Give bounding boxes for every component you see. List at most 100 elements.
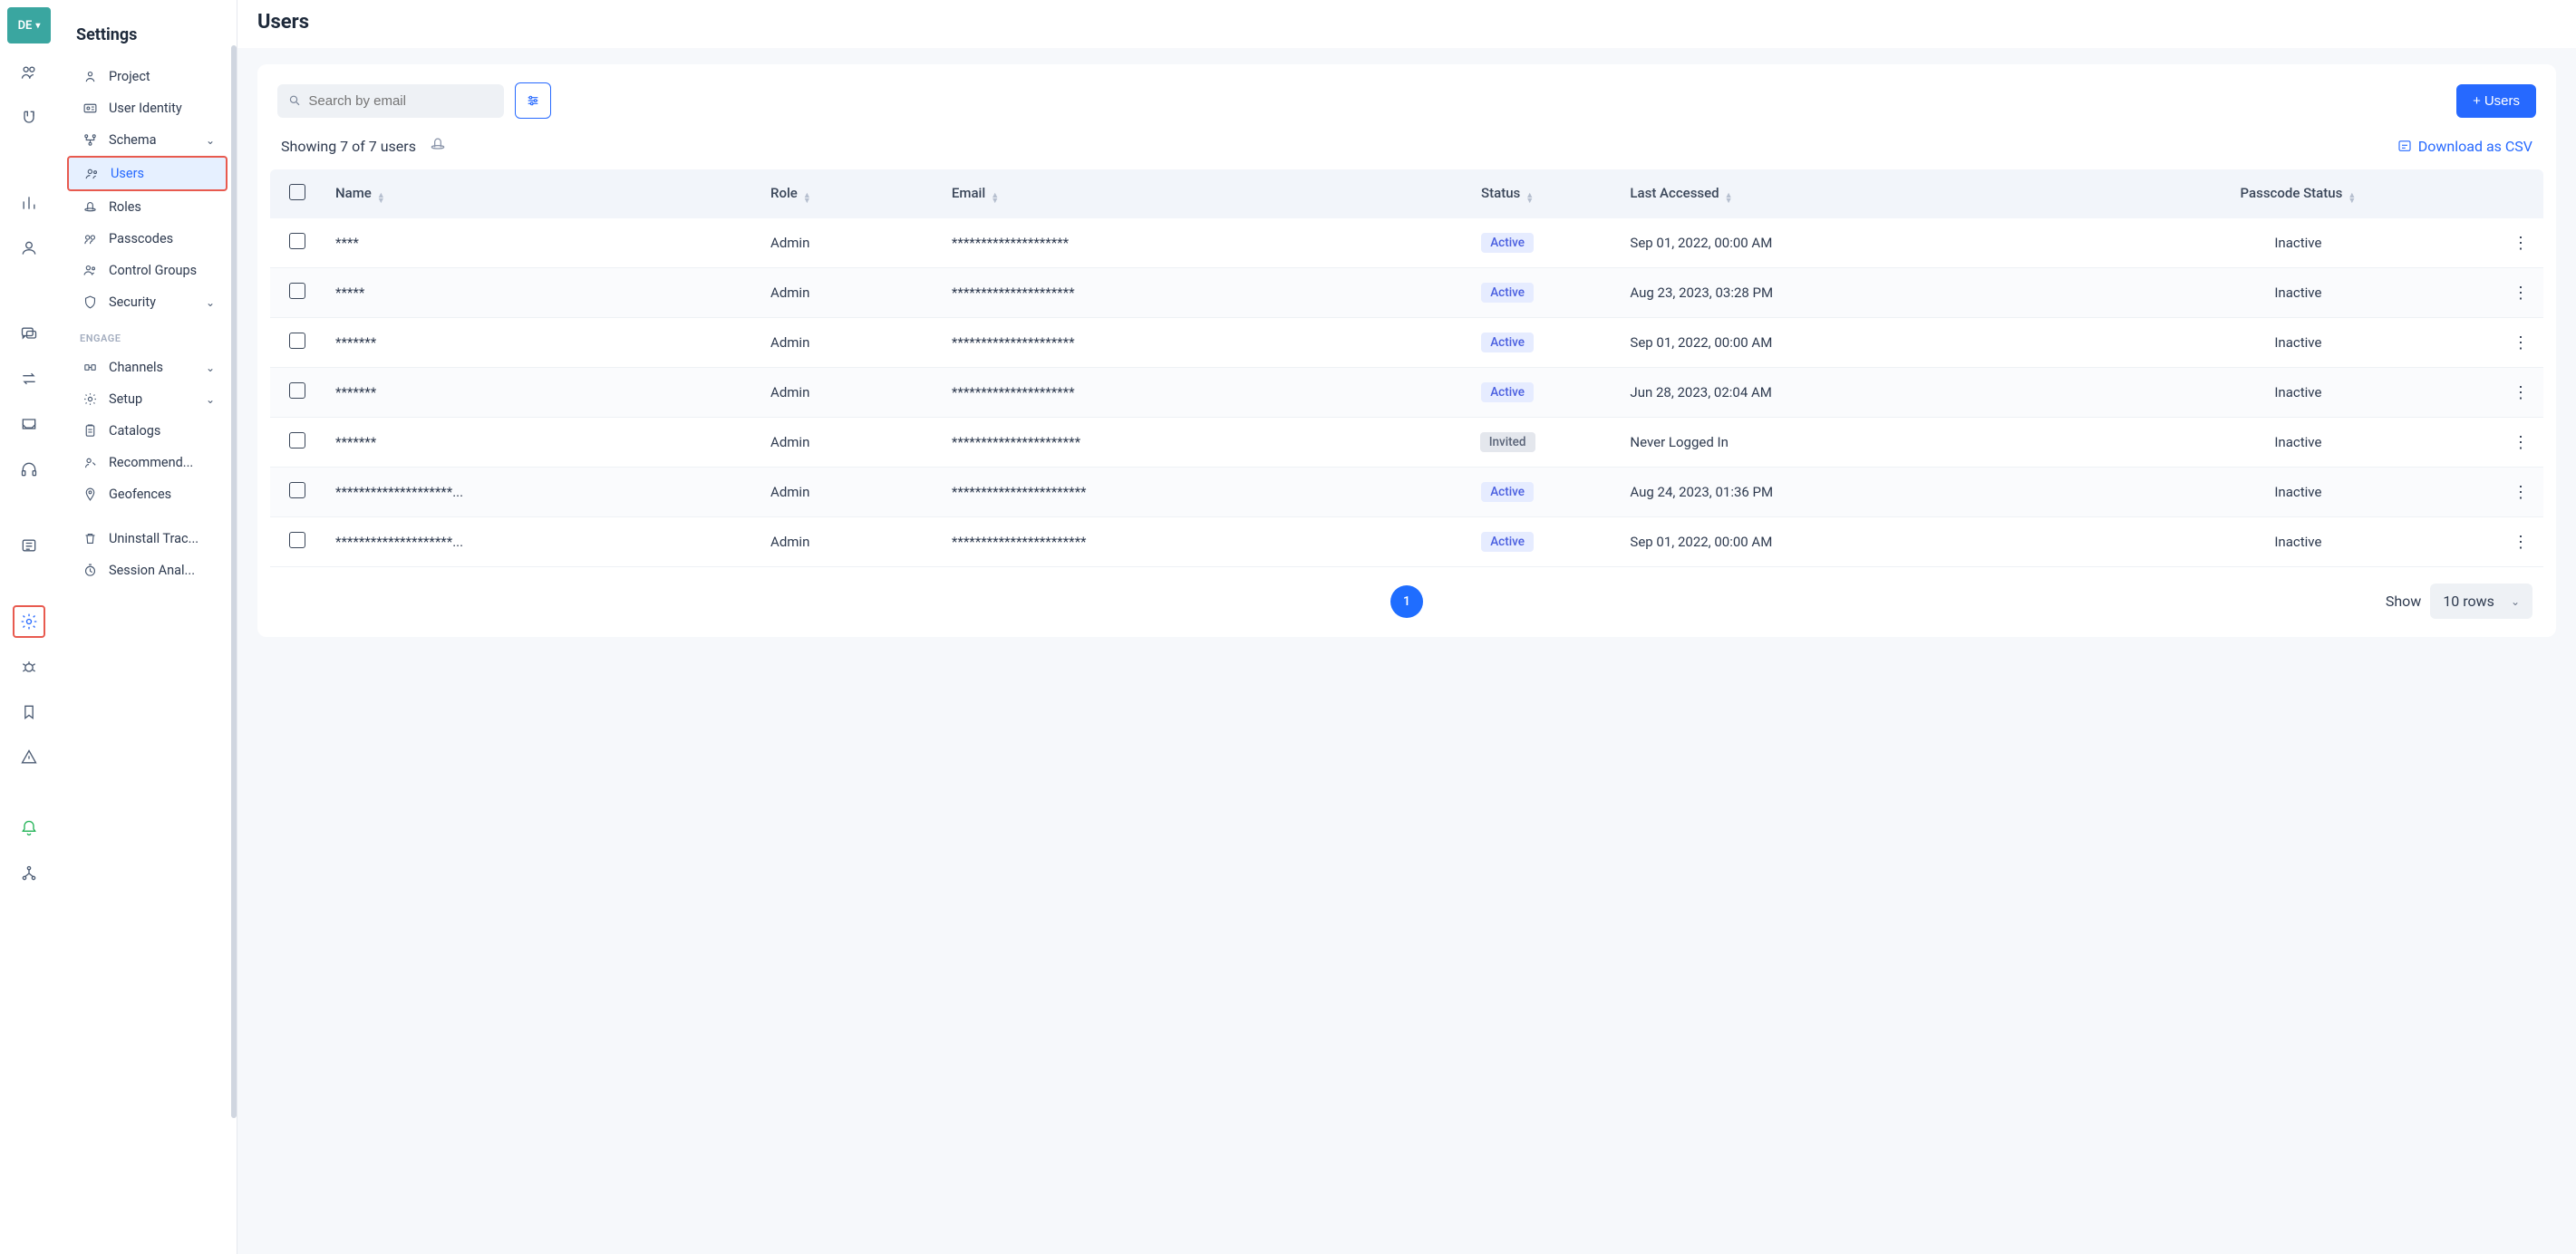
cell-last: Sep 01, 2022, 00:00 AM (1619, 517, 2097, 567)
sidebar-item-session[interactable]: Session Anal... (67, 555, 228, 586)
row-actions-button[interactable]: ⋮ (2498, 268, 2543, 318)
rail-tree-icon[interactable] (13, 857, 45, 890)
row-checkbox[interactable] (289, 532, 305, 548)
cell-passcode: Inactive (2098, 268, 2498, 318)
cell-role: Admin (760, 318, 941, 368)
rail-magnet-icon[interactable] (13, 101, 45, 134)
row-checkbox[interactable] (289, 283, 305, 299)
row-actions-button[interactable]: ⋮ (2498, 318, 2543, 368)
row-actions-button[interactable]: ⋮ (2498, 218, 2543, 268)
sidebar-item-security[interactable]: Security ⌄ (67, 286, 228, 318)
chevron-down-icon: ▾ (35, 21, 40, 31)
sidebar-item-label: Security (109, 294, 156, 310)
col-role[interactable]: Role (770, 185, 798, 201)
workspace-badge[interactable]: DE ▾ (7, 7, 51, 43)
cell-role: Admin (760, 218, 941, 268)
table-row: *****Admin*********************ActiveAug… (270, 268, 2543, 318)
sidebar-item-roles[interactable]: Roles (67, 191, 228, 223)
download-label: Download as CSV (2418, 138, 2532, 155)
select-all-checkbox[interactable] (289, 184, 305, 200)
filter-button[interactable] (515, 82, 551, 119)
passcode-icon (80, 231, 100, 246)
row-actions-button[interactable]: ⋮ (2498, 517, 2543, 567)
add-users-button[interactable]: + Users (2456, 84, 2536, 118)
shield-icon (80, 294, 100, 310)
col-status[interactable]: Status (1481, 185, 1520, 201)
table-row: *******Admin*********************ActiveS… (270, 318, 2543, 368)
sidebar-item-setup[interactable]: Setup ⌄ (67, 383, 228, 415)
col-passcode[interactable]: Passcode Status (2241, 185, 2343, 201)
sidebar-item-label: Geofences (109, 487, 171, 502)
sidebar-item-label: Schema (109, 132, 156, 148)
id-card-icon (80, 101, 100, 116)
sidebar-item-control-groups[interactable]: Control Groups (67, 255, 228, 286)
sidebar-item-label: Users (111, 166, 144, 181)
cell-name: ********************... (324, 517, 760, 567)
group-icon (80, 263, 100, 278)
status-badge: Active (1481, 532, 1534, 552)
cell-passcode: Inactive (2098, 468, 2498, 517)
show-label: Show (2386, 593, 2421, 610)
col-last[interactable]: Last Accessed (1630, 185, 1719, 201)
rows-per-page-select[interactable]: 10 rows ⌄ (2430, 584, 2532, 619)
row-checkbox[interactable] (289, 333, 305, 349)
rail-alert-icon[interactable] (13, 741, 45, 774)
sidebar-item-users[interactable]: Users (67, 156, 228, 191)
row-checkbox[interactable] (289, 482, 305, 498)
schema-icon (80, 132, 100, 148)
cell-email: *********************** (941, 468, 1396, 517)
sidebar-scrollbar[interactable] (231, 45, 237, 1118)
sidebar-item-catalogs[interactable]: Catalogs (67, 415, 228, 447)
row-actions-button[interactable]: ⋮ (2498, 468, 2543, 517)
sidebar-item-schema[interactable]: Schema ⌄ (67, 124, 228, 156)
rail-user-icon[interactable] (13, 232, 45, 265)
rail-inbox-icon[interactable] (13, 408, 45, 440)
sidebar-item-user-identity[interactable]: User Identity (67, 92, 228, 124)
table-row: ****Admin********************ActiveSep 0… (270, 218, 2543, 268)
sidebar-item-uninstall[interactable]: Uninstall Trac... (67, 523, 228, 555)
row-checkbox[interactable] (289, 432, 305, 449)
search-icon (288, 93, 301, 108)
rail-headset-icon[interactable] (13, 453, 45, 486)
rail-people-icon[interactable] (13, 56, 45, 89)
cell-name: ***** (324, 268, 760, 318)
sort-icon: ▲▼ (991, 193, 999, 204)
page-number[interactable]: 1 (1390, 585, 1423, 618)
sidebar-item-label: Passcodes (109, 231, 173, 246)
sidebar-item-geofences[interactable]: Geofences (67, 478, 228, 510)
sort-icon: ▲▼ (2348, 193, 2356, 204)
status-badge: Active (1481, 382, 1534, 402)
rail-bookmark-icon[interactable] (13, 696, 45, 728)
search-input[interactable] (308, 93, 493, 109)
table-row: *******Admin*********************ActiveJ… (270, 368, 2543, 418)
col-name[interactable]: Name (335, 185, 372, 201)
download-csv-link[interactable]: Download as CSV (2397, 138, 2532, 155)
rail-news-icon[interactable] (13, 529, 45, 562)
search-input-wrap[interactable] (277, 84, 504, 118)
cell-name: ******* (324, 368, 760, 418)
row-checkbox[interactable] (289, 382, 305, 399)
sidebar-heading-engage: ENGAGE (58, 318, 237, 352)
row-actions-button[interactable]: ⋮ (2498, 368, 2543, 418)
rail-bell-icon[interactable] (13, 812, 45, 844)
status-badge: Active (1481, 482, 1534, 502)
rail-chat-icon[interactable] (13, 317, 45, 350)
person-icon (80, 69, 100, 84)
status-badge: Active (1481, 283, 1534, 303)
sidebar-item-project[interactable]: Project (67, 61, 228, 92)
channels-icon (80, 360, 100, 375)
rail-settings-icon[interactable] (13, 605, 45, 638)
rail-swap-icon[interactable] (13, 362, 45, 395)
icon-rail: DE ▾ (0, 0, 58, 1254)
sidebar-item-recommend[interactable]: Recommend... (67, 447, 228, 478)
sidebar-item-channels[interactable]: Channels ⌄ (67, 352, 228, 383)
table-row: ********************...Admin************… (270, 517, 2543, 567)
cell-last: Aug 23, 2023, 03:28 PM (1619, 268, 2097, 318)
col-email[interactable]: Email (952, 185, 985, 201)
cell-email: *********************** (941, 517, 1396, 567)
row-actions-button[interactable]: ⋮ (2498, 418, 2543, 468)
sidebar-item-passcodes[interactable]: Passcodes (67, 223, 228, 255)
rail-chart-icon[interactable] (13, 187, 45, 219)
row-checkbox[interactable] (289, 233, 305, 249)
rail-bug-icon[interactable] (13, 651, 45, 683)
